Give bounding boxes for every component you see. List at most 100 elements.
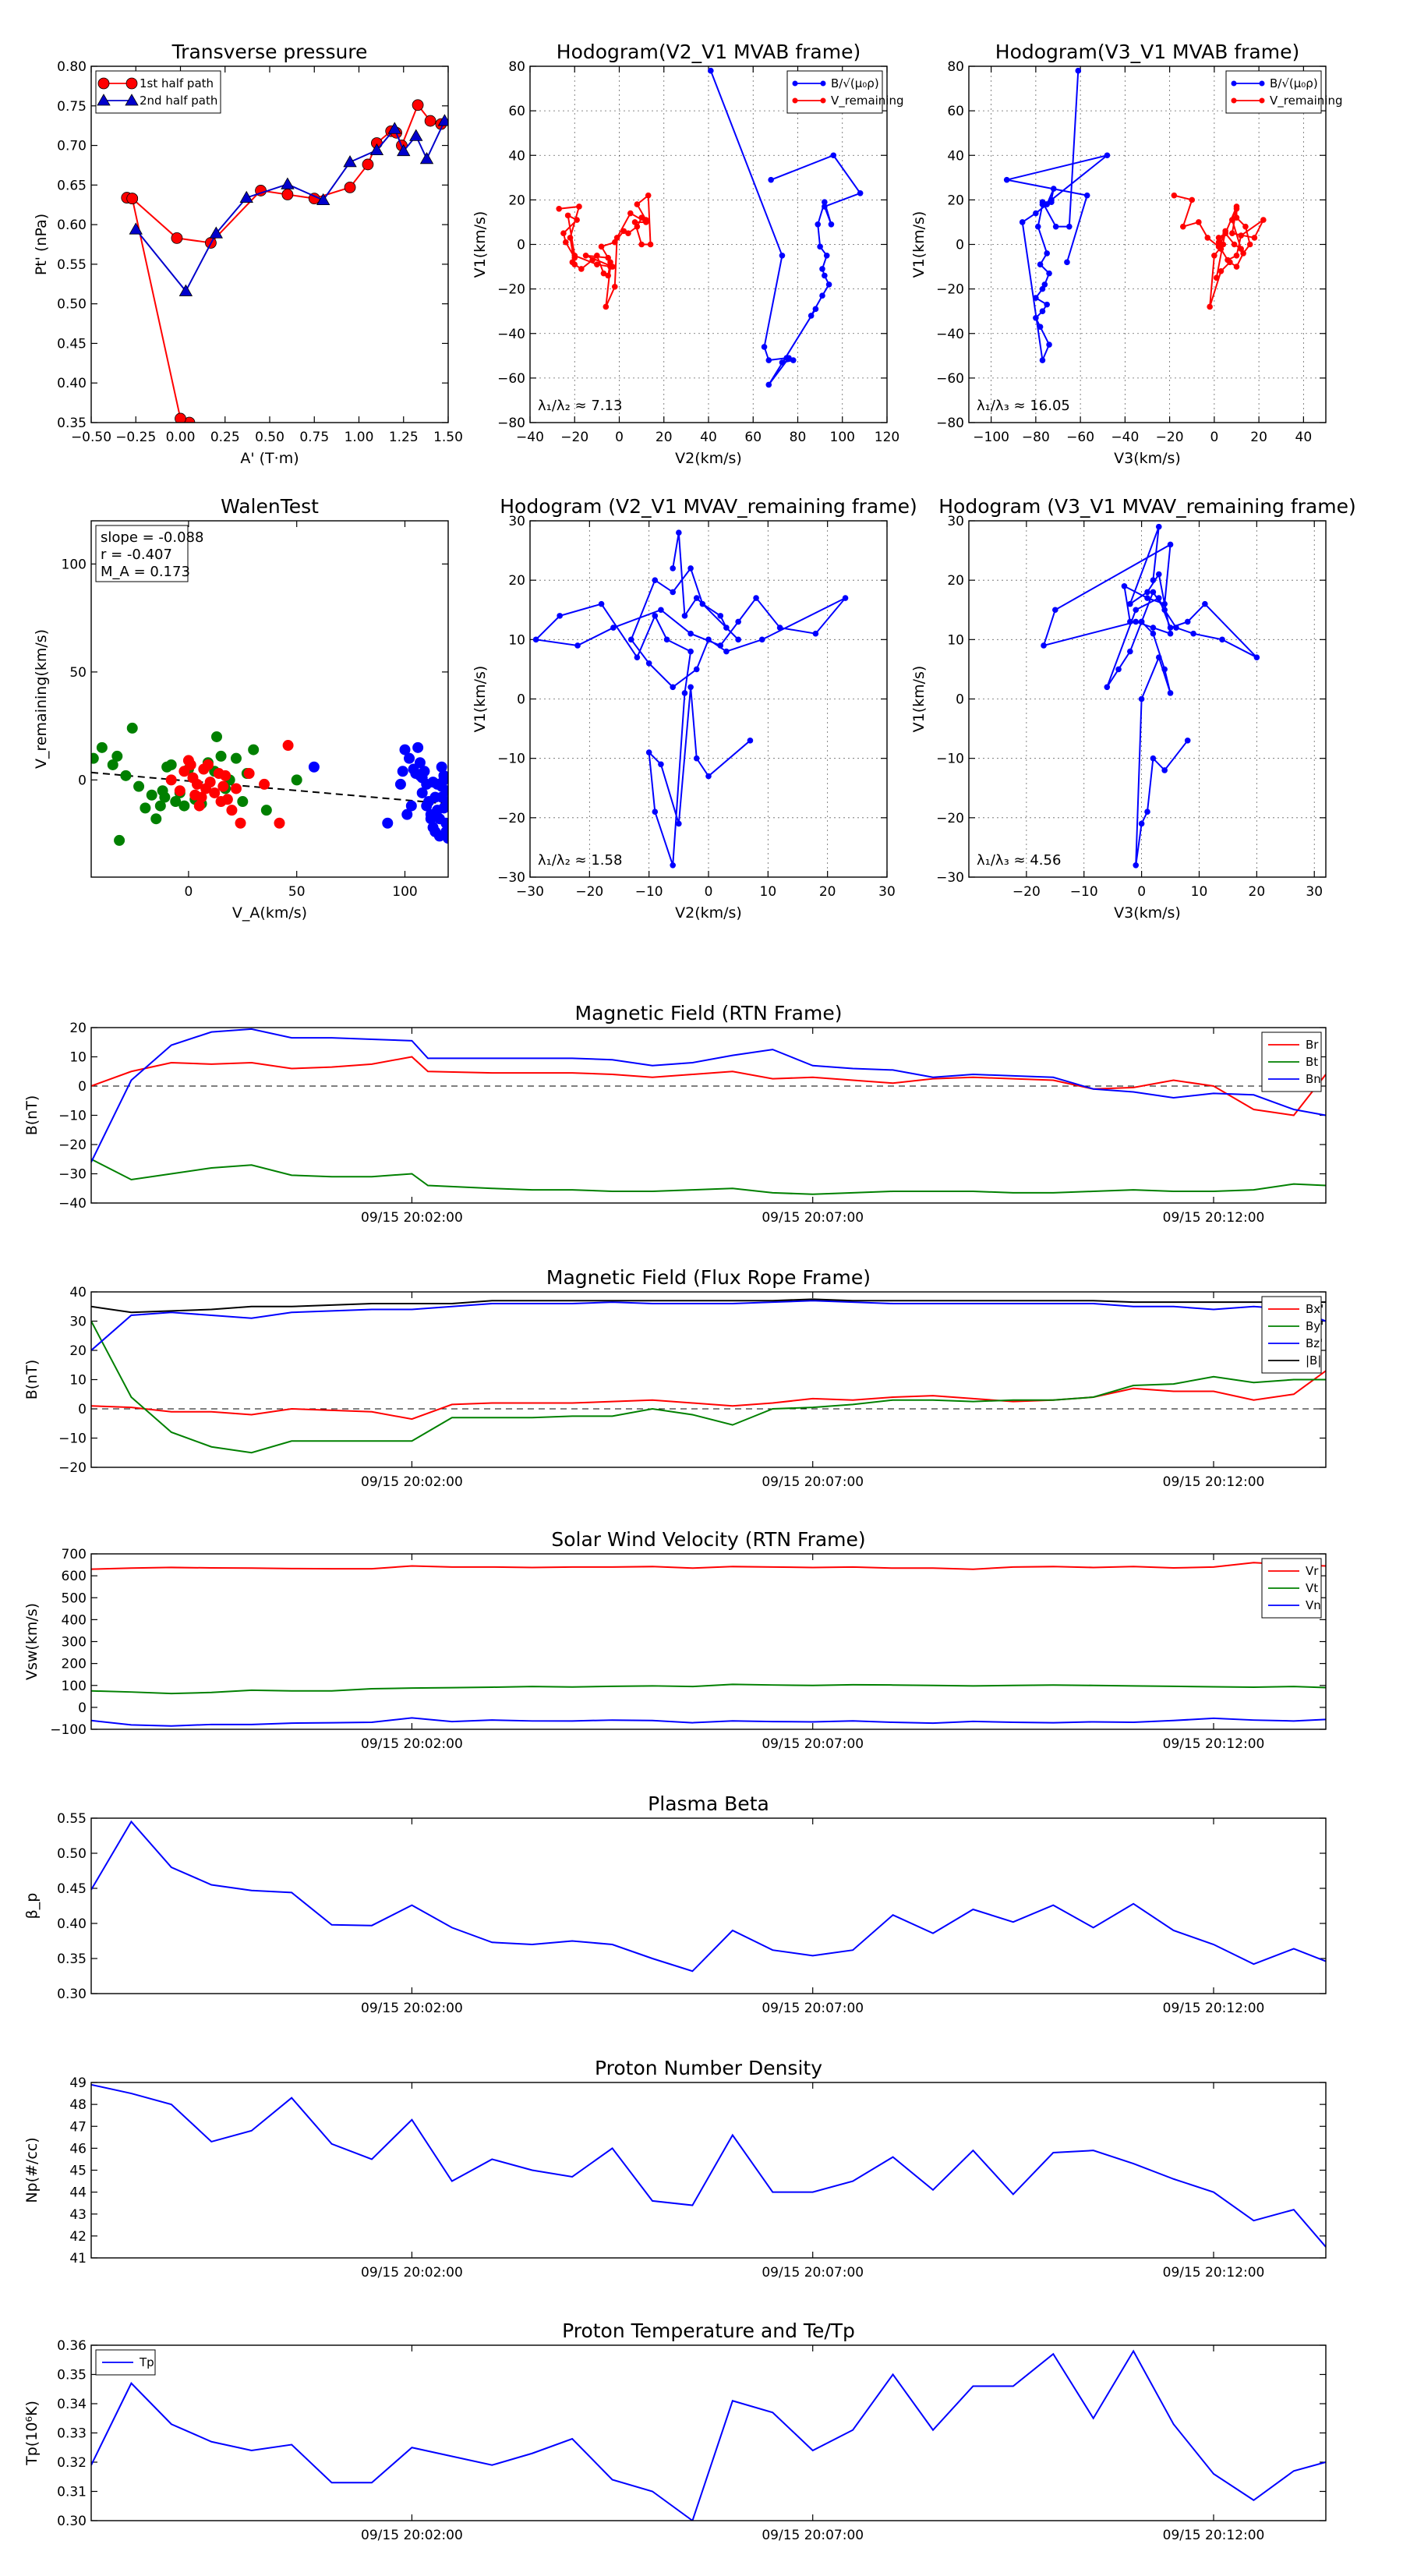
y-tick-label: 20 — [69, 1021, 87, 1036]
x-tick-label: 120 — [875, 430, 899, 445]
data-point — [1233, 264, 1240, 270]
y-tick-label: 10 — [69, 1050, 87, 1066]
y-tick-label: 500 — [62, 1591, 87, 1606]
data-point — [1217, 267, 1225, 274]
data-point — [1231, 241, 1238, 248]
y-tick-label: −80 — [936, 416, 964, 431]
x-tick-label: 100 — [830, 430, 855, 445]
plot-frame — [968, 65, 1327, 423]
data-point — [175, 412, 186, 423]
data-point — [192, 778, 203, 790]
y-tick-label: −40 — [497, 327, 525, 342]
data-point — [1161, 666, 1168, 673]
data-point — [1246, 241, 1253, 248]
data-point — [343, 155, 357, 168]
data-point — [129, 222, 143, 235]
data-point — [560, 230, 567, 237]
data-point — [652, 809, 659, 816]
panel-hodo_v3v1: −80 −60 −40 −20 0 20 40 60 80 −100 −80 −60 −40 −20 0 20… — [910, 41, 1343, 467]
data-point — [409, 129, 423, 141]
data-point — [170, 796, 182, 808]
chart-title: Plasma Beta — [648, 1792, 769, 1815]
data-point — [397, 766, 408, 777]
data-point — [634, 223, 641, 230]
y-tick-label: −10 — [936, 752, 964, 767]
data-point — [1190, 630, 1196, 637]
data-point — [1204, 235, 1211, 241]
y-tick-label: 40 — [69, 1285, 87, 1300]
x-tick-label: 09/15 20:07:00 — [762, 2001, 864, 2016]
data-point — [1150, 589, 1157, 596]
data-point — [812, 306, 819, 313]
y-tick-label: 700 — [62, 1547, 87, 1562]
data-point — [421, 800, 433, 812]
data-point — [589, 257, 595, 264]
data-point — [825, 281, 832, 288]
data-point — [237, 796, 249, 808]
data-point — [443, 833, 448, 844]
data-point — [91, 752, 99, 764]
data-point — [165, 774, 177, 786]
data-point — [1233, 252, 1240, 259]
x-tick-label: 0 — [1137, 884, 1146, 900]
series-line-Vr — [91, 1562, 1326, 1570]
y-tick-label: 0 — [78, 1402, 87, 1417]
data-point — [1222, 228, 1228, 235]
data-point — [157, 785, 168, 797]
y-tick-label: 300 — [62, 1635, 87, 1651]
data-point — [647, 241, 654, 248]
legend-box — [786, 70, 883, 114]
data-point — [1033, 210, 1039, 217]
data-point — [819, 292, 825, 299]
x-tick-label: 09/15 20:12:00 — [1163, 2001, 1265, 2016]
data-point — [414, 770, 426, 781]
data-point — [217, 780, 229, 792]
data-point — [1144, 595, 1150, 601]
chart-title: Solar Wind Velocity (RTN Frame) — [551, 1528, 865, 1551]
data-point — [717, 613, 724, 619]
eigenvalue-ratio: λ₁/λ₃ ≈ 4.56 — [977, 852, 1061, 869]
data-point — [705, 636, 712, 643]
data-point — [226, 805, 238, 816]
y-tick-label: 20 — [947, 193, 964, 208]
legend-box — [1225, 70, 1322, 114]
y-tick-label: −30 — [58, 1167, 87, 1183]
x-tick-label: 09/15 20:07:00 — [762, 1736, 864, 1752]
stats-text: r = -0.407 — [101, 547, 172, 563]
legend-marker — [1231, 97, 1237, 104]
y-tick-label: 50 — [69, 665, 87, 681]
data-point — [198, 763, 210, 775]
data-point — [382, 817, 394, 829]
x-tick-label: −40 — [516, 430, 544, 445]
series-line-Tp — [91, 2349, 1326, 2521]
data-point — [1233, 206, 1240, 212]
data-point — [1039, 201, 1046, 207]
data-point — [652, 613, 659, 619]
data-point — [243, 768, 255, 780]
data-point — [399, 744, 411, 755]
data-point — [557, 613, 563, 619]
x-tick-label: 09/15 20:12:00 — [1163, 1736, 1265, 1752]
data-point — [440, 817, 448, 829]
y-tick-label: 0.34 — [57, 2397, 87, 2412]
y-tick-label: −10 — [58, 1109, 87, 1124]
x-tick-label: 20 — [1249, 884, 1266, 900]
y-axis-label: V1(km/s) — [472, 211, 489, 278]
y-tick-label: 0.70 — [57, 139, 87, 154]
x-tick-label: 80 — [790, 430, 807, 445]
data-point — [687, 630, 694, 637]
data-point — [1184, 618, 1191, 625]
data-point — [822, 199, 828, 206]
data-point — [1196, 219, 1202, 225]
data-point — [1155, 595, 1162, 601]
y-tick-label: 30 — [947, 514, 964, 529]
x-tick-label: 09/15 20:12:00 — [1163, 1210, 1265, 1226]
legend-label: Tp — [139, 2355, 154, 2369]
data-point — [120, 770, 132, 781]
data-point — [1019, 219, 1026, 225]
data-point — [1046, 341, 1052, 348]
panel-mag_rtn: −40 −30 −20 −10 0 10 20 09/15 20:02:00 09/15 20:… — [23, 1002, 1327, 1226]
data-point — [1184, 738, 1191, 744]
plot-frame — [90, 1553, 1327, 1730]
